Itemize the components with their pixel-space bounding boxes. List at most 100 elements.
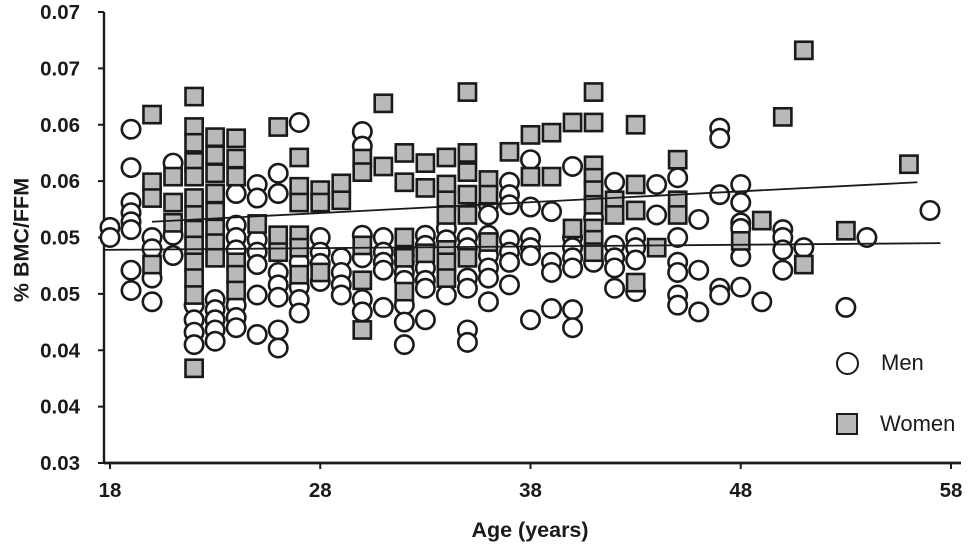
- data-point-women: [226, 128, 247, 149]
- data-point-men: [562, 257, 584, 279]
- data-point-men: [204, 330, 226, 352]
- data-point-women: [583, 82, 604, 102]
- data-point-women: [352, 162, 373, 183]
- y-tick-label: 0.04: [40, 339, 80, 362]
- y-tick-label: 0.07: [40, 1, 80, 24]
- data-point-women: [184, 188, 205, 208]
- data-point-men: [519, 149, 541, 171]
- data-point-men: [183, 334, 205, 356]
- data-point-men: [267, 183, 289, 205]
- data-point-women: [184, 268, 205, 288]
- data-point-women: [751, 210, 772, 231]
- data-point-women: [835, 220, 856, 241]
- data-point-women: [625, 174, 646, 195]
- data-point-women: [289, 192, 310, 213]
- data-point-men: [99, 227, 121, 249]
- data-point-men: [709, 184, 731, 206]
- data-point-men: [477, 267, 499, 289]
- data-point-men: [519, 309, 541, 331]
- data-point-men: [709, 127, 731, 149]
- data-point-women: [394, 227, 415, 248]
- data-point-women: [394, 247, 415, 268]
- data-point-men: [267, 286, 289, 308]
- data-point-men: [793, 237, 815, 259]
- data-point-women: [142, 188, 162, 208]
- data-point-women: [184, 235, 205, 256]
- data-point-men: [688, 208, 710, 230]
- data-point-women: [667, 205, 688, 225]
- data-point-men: [225, 317, 247, 339]
- data-point-women: [184, 86, 205, 107]
- data-point-men: [856, 227, 878, 249]
- data-point-men: [372, 259, 394, 281]
- legend-item-men: Men: [836, 351, 955, 375]
- y-tick-label: 0.04: [40, 396, 80, 419]
- data-point-men: [477, 291, 499, 313]
- data-point-men: [667, 227, 689, 249]
- y-axis-ticks: 0.03 0.04 0.04 0.05 0.05 0.06 0.06 0.07 0.07: [40, 1, 104, 475]
- data-point-men: [604, 257, 626, 279]
- data-point-women: [373, 156, 394, 177]
- data-point-women: [205, 183, 226, 204]
- data-point-women: [394, 172, 415, 193]
- data-point-women: [289, 147, 310, 168]
- data-point-men: [541, 261, 563, 283]
- trend-lines: [103, 181, 941, 251]
- data-point-men: [688, 301, 710, 323]
- data-point-men: [246, 254, 268, 276]
- legend-item-women: Women: [836, 412, 955, 436]
- data-point-women: [541, 122, 562, 143]
- men-series: [99, 111, 941, 359]
- women-trend-line: [152, 181, 918, 223]
- data-point-women: [163, 192, 183, 213]
- data-point-men: [562, 299, 584, 321]
- data-point-women: [310, 262, 331, 283]
- data-point-women: [394, 281, 415, 302]
- x-axis-ticks: 18 28 38 48 58: [99, 463, 963, 502]
- data-point-women: [352, 320, 373, 340]
- data-point-women: [457, 162, 478, 183]
- x-tick-label: 58: [940, 479, 963, 502]
- data-point-women: [310, 192, 331, 213]
- data-point-women: [184, 358, 205, 379]
- data-point-men: [667, 261, 689, 283]
- data-point-men: [541, 201, 563, 223]
- data-point-men: [604, 171, 626, 193]
- data-point-men: [456, 331, 478, 353]
- data-point-women: [478, 232, 499, 252]
- data-point-women: [646, 237, 667, 258]
- data-point-women: [142, 104, 162, 125]
- data-point-women: [394, 143, 415, 163]
- data-point-women: [520, 124, 541, 145]
- data-point-men: [667, 167, 689, 189]
- data-point-men: [604, 277, 626, 299]
- x-axis-title: Age (years): [471, 518, 589, 542]
- data-point-women: [562, 112, 583, 133]
- men-trend-line: [103, 242, 941, 251]
- data-point-women: [289, 264, 310, 285]
- data-point-women: [793, 254, 814, 275]
- data-point-women: [457, 143, 478, 163]
- x-tick-label: 18: [99, 479, 122, 502]
- data-point-women: [226, 166, 247, 187]
- data-point-women: [541, 166, 562, 187]
- data-point-women: [562, 218, 583, 239]
- data-point-women: [478, 184, 499, 205]
- data-point-women: [772, 106, 793, 127]
- data-point-men: [414, 309, 436, 331]
- data-point-men: [667, 294, 689, 316]
- data-point-women: [184, 132, 205, 153]
- data-point-men: [120, 118, 142, 140]
- data-point-women: [205, 145, 226, 166]
- data-point-men: [246, 187, 268, 209]
- data-point-women: [499, 141, 520, 162]
- data-point-women: [268, 117, 289, 137]
- data-point-men: [162, 245, 184, 267]
- data-point-men: [751, 291, 773, 313]
- data-point-men: [730, 192, 752, 214]
- data-point-women: [625, 200, 646, 221]
- data-point-women: [205, 163, 226, 184]
- data-point-women: [415, 243, 436, 264]
- y-tick-label: 0.06: [40, 170, 80, 193]
